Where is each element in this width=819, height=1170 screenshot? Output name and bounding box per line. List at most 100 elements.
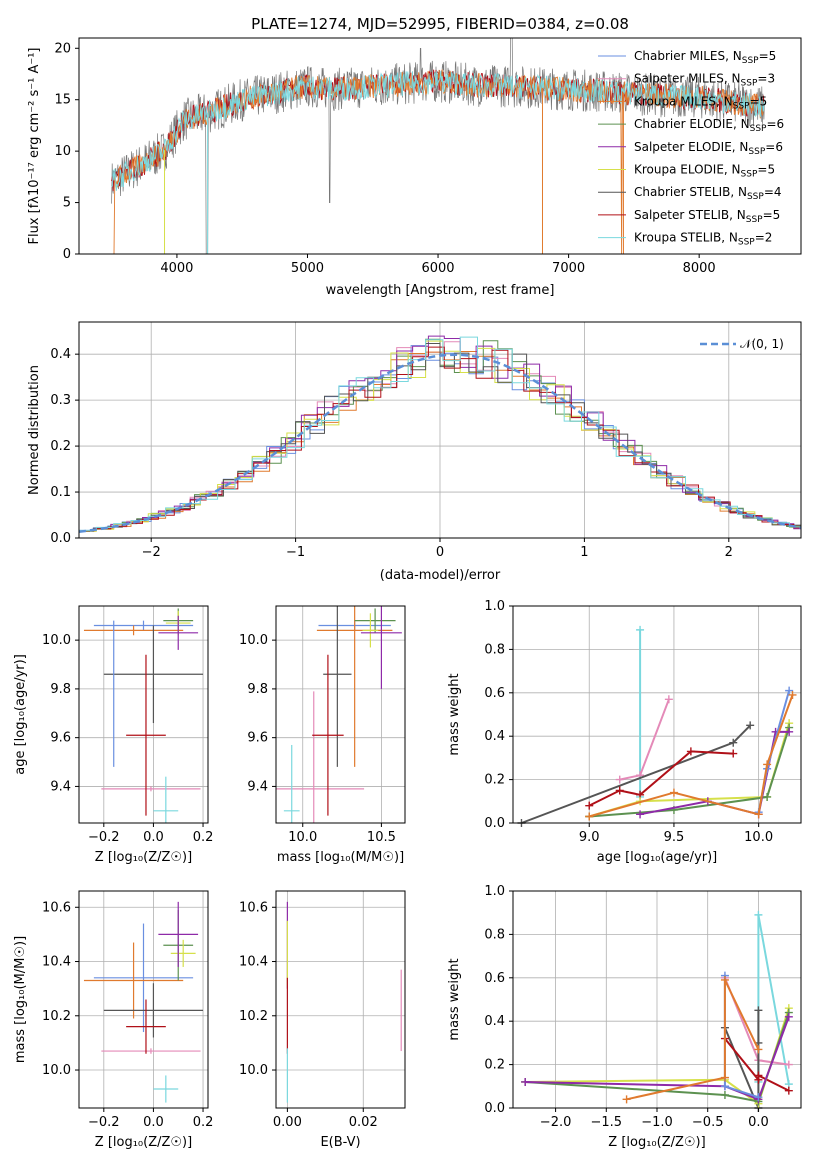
- age_vs_mass-ytick-label: 9.8: [247, 682, 268, 697]
- mass_weight_vs_Z-xtick-label: −1.0: [641, 1115, 673, 1130]
- mass_vs_Z-xtick-label: 0.0: [143, 1115, 164, 1130]
- mass_weight_vs_age-xtick-label: 9.0: [579, 830, 600, 845]
- mass_weight_vs_Z-marker-salpeter_stelib: [754, 1071, 763, 1080]
- mass_weight_vs_Z-ytick-label: 0.6: [484, 971, 505, 986]
- mass-vs-metallicity-panel: −0.2 0.0 0.2 10.0 10.2 10.4 10.6 Z [log₁₀(Z/Z☉)…: [13, 890, 213, 1150]
- mass_weight_vs_Z-series-kroupa_miles: [626, 979, 760, 1101]
- mass_vs_ebv-axes-frame: [275, 890, 406, 1109]
- mass_weight_vs_age-marker-salpeter_miles: [664, 695, 673, 704]
- mass_vs_Z-ytick-label: 10.6: [42, 900, 71, 915]
- spectrum-xtick-label: 6000: [421, 261, 454, 276]
- mass_weight_vs_Z-ytick-label: 1.0: [484, 884, 505, 899]
- age_vs_Z-ytick-label: 9.4: [50, 779, 71, 794]
- mass_vs_Z-xtick-label: −0.2: [88, 1115, 120, 1130]
- residuals-xtick-label: 0: [436, 545, 444, 560]
- mass_weight_vs_age-marker-salpeter_stelib: [729, 749, 738, 758]
- mass_weight_vs_age-marker-salpeter_stelib: [615, 786, 624, 795]
- age_vs_Z-ytick-label: 10.0: [42, 633, 71, 648]
- mass_vs_ebv-ytick-label: 10.4: [239, 955, 268, 970]
- mass_weight_vs_Z-marker-kroupa_miles: [622, 1095, 631, 1104]
- age_vs_mass-ytick-label: 10.0: [239, 633, 268, 648]
- spectrum-plot-area: [111, 37, 765, 255]
- spectrum-title: PLATE=1274, MJD=52995, FIBERID=0384, z=0…: [251, 15, 629, 33]
- mass_weight_vs_age-ytick-label: 0.0: [484, 816, 505, 831]
- mass_vs_ebv-ytick-label: 10.0: [239, 1063, 268, 1078]
- mass_weight_vs_Z-ytick-label: 0.4: [484, 1014, 505, 1029]
- mass_weight_vs_age-marker-kroupa_stelib: [636, 625, 645, 634]
- spectrum-panel: PLATE=1274, MJD=52995, FIBERID=0384, z=0…: [27, 15, 802, 298]
- age_vs_mass-ytick-label: 9.4: [247, 779, 268, 794]
- legend-label-salpeter_miles: Salpeter MILES, NSSP=3: [634, 72, 775, 89]
- mass-weight-vs-metallicity-panel: −2.0 −1.5 −1.0 −0.5 0.0 0.0 0.2 0.4 0.6 0.8 1.0 Z […: [447, 884, 802, 1150]
- mass_weight_vs_Z-marker-chabrier_stelib: [754, 1006, 763, 1015]
- mass_weight_vs_age-axes-frame: [512, 605, 802, 824]
- spectrum-xtick-label: 7000: [552, 261, 585, 276]
- mass_weight_vs_Z-marker-chabrier_elodie: [720, 1090, 729, 1099]
- legend-label-kroupa_miles: Kroupa MILES, NSSP=5: [634, 94, 767, 111]
- mass_weight_vs_age-marker-kroupa_miles: [669, 788, 678, 797]
- mass-weight-vs-age-panel: 9.0 9.5 10.0 0.0 0.2 0.4 0.6 0.8 1.0 age [log₁₀(a…: [447, 599, 802, 865]
- mass_weight_vs_Z-marker-salpeter_miles: [784, 1060, 793, 1069]
- spectrum-legend: Chabrier MILES, NSSP=5 Salpeter MILES, NS…: [598, 49, 784, 248]
- spectrum-xtick-label: 8000: [683, 261, 716, 276]
- residuals-ytick-label: 0.0: [50, 531, 71, 546]
- mass_weight_vs_age-ytick-label: 0.2: [484, 773, 505, 788]
- mass_vs_Z-axes-frame: [78, 890, 209, 1109]
- mass_vs_ebv-ytick-label: 10.2: [239, 1009, 268, 1024]
- normal-legend-label: 𝒩(0, 1): [740, 337, 784, 351]
- mass_weight_vs_Z-ytick-label: 0.8: [484, 927, 505, 942]
- legend-label-salpeter_elodie: Salpeter ELODIE, NSSP=6: [634, 140, 783, 157]
- residuals-panel: −2 −1 0 1 2 0.0 0.1 0.2 0.3 0.4 (data-model)/erro…: [27, 321, 802, 583]
- residuals-xtick-label: 1: [580, 545, 588, 560]
- spectrum-ylabel: Flux [fλ10⁻¹⁷ erg cm⁻² s⁻¹ A⁻¹]: [27, 48, 42, 245]
- mass_weight_vs_Z-xlabel: Z [log₁₀(Z/Z☉)]: [608, 1135, 705, 1150]
- mass_weight_vs_Z-series-chabrier_stelib: [723, 1010, 760, 1109]
- mass_weight_vs_Z-ytick-label: 0.2: [484, 1058, 505, 1073]
- mass_weight_vs_age-xtick-label: 9.5: [664, 830, 685, 845]
- mass_vs_Z-ytick-label: 10.4: [42, 955, 71, 970]
- mass_weight_vs_Z-xtick-label: −1.5: [591, 1115, 623, 1130]
- mass_weight_vs_age-marker-salpeter_stelib: [585, 801, 594, 810]
- mass_weight_vs_Z-marker-kroupa_miles: [754, 1045, 763, 1054]
- spectrum-xlabel: wavelength [Angstrom, rest frame]: [326, 283, 555, 298]
- residuals-xlabel: (data-model)/error: [380, 568, 501, 583]
- mass_weight_vs_age-ytick-label: 1.0: [484, 599, 505, 614]
- mass_weight_vs_age-marker-salpeter_elodie: [636, 810, 645, 819]
- age_vs_Z-xtick-label: 0.0: [143, 830, 164, 845]
- mass_weight_vs_age-ytick-label: 0.8: [484, 642, 505, 657]
- age_vs_Z-xlabel: Z [log₁₀(Z/Z☉)]: [95, 850, 192, 865]
- mass_weight_vs_age-marker-chabrier_miles: [785, 686, 794, 695]
- age_vs_mass-xtick-label: 10.0: [288, 830, 317, 845]
- age_vs_mass-xlabel: mass [log₁₀(M/M☉)]: [277, 850, 404, 865]
- mass_vs_ebv-ytick-label: 10.6: [239, 900, 268, 915]
- mass_weight_vs_age-marker-kroupa_miles: [788, 690, 797, 699]
- age_vs_Z-ytick-label: 9.8: [50, 682, 71, 697]
- age_vs_Z-xtick-label: −0.2: [88, 830, 120, 845]
- normal-reference-curve: [78, 353, 802, 534]
- legend-label-chabrier_miles: Chabrier MILES, NSSP=5: [634, 49, 776, 66]
- mass_weight_vs_Z-marker-salpeter_elodie: [784, 1012, 793, 1021]
- age_vs_mass-ytick-label: 9.6: [247, 731, 268, 746]
- spectrum-ytick-label: 0: [63, 247, 71, 262]
- legend-label-kroupa_elodie: Kroupa ELODIE, NSSP=5: [634, 163, 775, 180]
- mass_weight_vs_Z-marker-salpeter_elodie: [521, 1077, 530, 1086]
- spectrum-axes-frame: [78, 37, 802, 255]
- spectrum-xtick-label: 5000: [291, 261, 324, 276]
- mass_vs_Z-ytick-label: 10.0: [42, 1063, 71, 1078]
- age_vs_mass-axes-frame: [275, 605, 406, 824]
- residuals-ytick-label: 0.2: [50, 439, 71, 454]
- mass_weight_vs_Z-marker-chabrier_miles: [720, 1082, 729, 1091]
- mass_weight_vs_age-marker-salpeter_elodie: [785, 727, 794, 736]
- mass_weight_vs_age-ytick-label: 0.4: [484, 729, 505, 744]
- residuals-ytick-label: 0.3: [50, 393, 71, 408]
- age_vs_Z-axes-frame: [78, 605, 209, 824]
- mass_weight_vs_age-marker-chabrier_elodie: [763, 792, 772, 801]
- mass_weight_vs_age-marker-chabrier_stelib: [729, 738, 738, 747]
- spectrum-ytick-label: 5: [63, 196, 71, 211]
- mass_weight_vs_Z-xtick-label: −2.0: [540, 1115, 572, 1130]
- mass_weight_vs_age-marker-kroupa_miles: [763, 760, 772, 769]
- mass_vs_ebv-xtick-label: 0.02: [349, 1115, 378, 1130]
- mass_weight_vs_age-marker-chabrier_stelib: [746, 721, 755, 730]
